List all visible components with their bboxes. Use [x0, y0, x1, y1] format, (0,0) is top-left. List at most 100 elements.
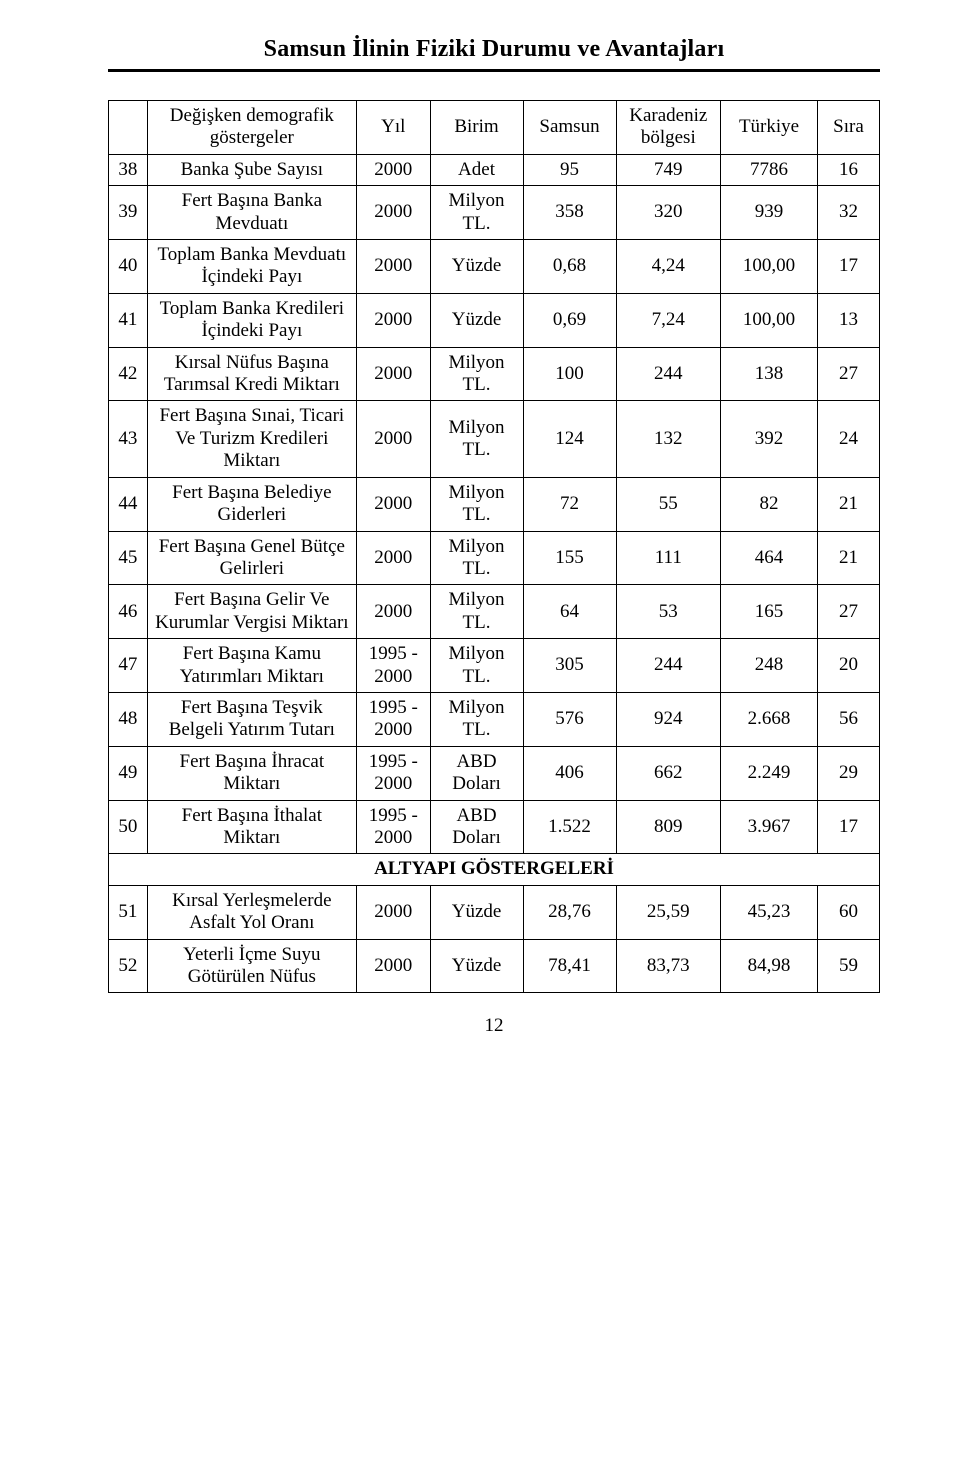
cell-idx: 43 — [109, 401, 148, 477]
cell-indicator: Fert Başına Genel Bütçe Gelirleri — [147, 531, 356, 585]
col-karadeniz-header: Karadeniz bölgesi — [616, 101, 721, 155]
cell-indicator: Fert Başına İhracat Miktarı — [147, 746, 356, 800]
cell-rank: 21 — [817, 531, 879, 585]
cell-turkiye: 939 — [721, 186, 818, 240]
cell-indicator: Fert Başına İthalat Miktarı — [147, 800, 356, 854]
cell-year: 1995 - 2000 — [356, 746, 430, 800]
cell-year: 2000 — [356, 293, 430, 347]
cell-karadeniz: 111 — [616, 531, 721, 585]
cell-turkiye: 2.668 — [721, 692, 818, 746]
table-row: 47Fert Başına Kamu Yatırımları Miktarı19… — [109, 639, 880, 693]
cell-karadeniz: 25,59 — [616, 885, 721, 939]
cell-year: 2000 — [356, 401, 430, 477]
cell-indicator: Fert Başına Gelir Ve Kurumlar Vergisi Mi… — [147, 585, 356, 639]
table-body: 38Banka Şube Sayısı2000Adet9574977861639… — [109, 154, 880, 993]
page-number: 12 — [108, 1015, 880, 1037]
cell-unit: Milyon TL. — [430, 186, 523, 240]
cell-turkiye: 82 — [721, 477, 818, 531]
cell-turkiye: 464 — [721, 531, 818, 585]
cell-unit: Yüzde — [430, 293, 523, 347]
cell-year: 2000 — [356, 477, 430, 531]
cell-turkiye: 3.967 — [721, 800, 818, 854]
cell-rank: 24 — [817, 401, 879, 477]
cell-unit: ABD Doları — [430, 746, 523, 800]
cell-turkiye: 248 — [721, 639, 818, 693]
col-indicator-header: Değişken demografik göstergeler — [147, 101, 356, 155]
table-row: 46Fert Başına Gelir Ve Kurumlar Vergisi … — [109, 585, 880, 639]
cell-unit: Milyon TL. — [430, 531, 523, 585]
cell-turkiye: 392 — [721, 401, 818, 477]
cell-rank: 60 — [817, 885, 879, 939]
document-page: Samsun İlinin Fiziki Durumu ve Avantajla… — [0, 0, 960, 1057]
cell-idx: 39 — [109, 186, 148, 240]
cell-unit: Milyon TL. — [430, 347, 523, 401]
table-row: 40Toplam Banka Mevduatı İçindeki Payı200… — [109, 240, 880, 294]
cell-year: 2000 — [356, 939, 430, 993]
cell-turkiye: 45,23 — [721, 885, 818, 939]
cell-samsun: 0,68 — [523, 240, 616, 294]
cell-indicator: Toplam Banka Mevduatı İçindeki Payı — [147, 240, 356, 294]
cell-turkiye: 84,98 — [721, 939, 818, 993]
cell-idx: 52 — [109, 939, 148, 993]
col-turkiye-header: Türkiye — [721, 101, 818, 155]
cell-unit: Yüzde — [430, 885, 523, 939]
cell-karadeniz: 809 — [616, 800, 721, 854]
cell-indicator: Fert Başına Kamu Yatırımları Miktarı — [147, 639, 356, 693]
col-unit-header: Birim — [430, 101, 523, 155]
cell-rank: 17 — [817, 240, 879, 294]
table-row: 52Yeterli İçme Suyu Götürülen Nüfus2000Y… — [109, 939, 880, 993]
cell-samsun: 1.522 — [523, 800, 616, 854]
cell-rank: 59 — [817, 939, 879, 993]
cell-idx: 45 — [109, 531, 148, 585]
cell-rank: 20 — [817, 639, 879, 693]
cell-idx: 41 — [109, 293, 148, 347]
cell-indicator: Toplam Banka Kredileri İçindeki Payı — [147, 293, 356, 347]
table-row: 39Fert Başına Banka Mevduatı2000Milyon T… — [109, 186, 880, 240]
table-row: 50Fert Başına İthalat Miktarı1995 - 2000… — [109, 800, 880, 854]
section-label: ALTYAPI GÖSTERGELERİ — [109, 854, 880, 885]
cell-karadeniz: 4,24 — [616, 240, 721, 294]
cell-unit: Yüzde — [430, 939, 523, 993]
cell-year: 2000 — [356, 585, 430, 639]
table-row: 42Kırsal Nüfus Başına Tarımsal Kredi Mik… — [109, 347, 880, 401]
cell-unit: Milyon TL. — [430, 639, 523, 693]
cell-samsun: 95 — [523, 154, 616, 185]
col-rank-header: Sıra — [817, 101, 879, 155]
cell-year: 1995 - 2000 — [356, 800, 430, 854]
cell-indicator: Fert Başına Sınai, Ticari Ve Turizm Kred… — [147, 401, 356, 477]
cell-idx: 49 — [109, 746, 148, 800]
cell-karadeniz: 749 — [616, 154, 721, 185]
cell-idx: 46 — [109, 585, 148, 639]
cell-year: 2000 — [356, 186, 430, 240]
cell-idx: 47 — [109, 639, 148, 693]
table-header-row: Değişken demografik göstergeler Yıl Biri… — [109, 101, 880, 155]
cell-karadeniz: 132 — [616, 401, 721, 477]
cell-year: 2000 — [356, 347, 430, 401]
cell-samsun: 28,76 — [523, 885, 616, 939]
cell-rank: 29 — [817, 746, 879, 800]
cell-turkiye: 7786 — [721, 154, 818, 185]
cell-indicator: Banka Şube Sayısı — [147, 154, 356, 185]
cell-turkiye: 165 — [721, 585, 818, 639]
cell-rank: 16 — [817, 154, 879, 185]
cell-rank: 17 — [817, 800, 879, 854]
section-row: ALTYAPI GÖSTERGELERİ — [109, 854, 880, 885]
table-header: Değişken demografik göstergeler Yıl Biri… — [109, 101, 880, 155]
cell-samsun: 358 — [523, 186, 616, 240]
cell-unit: Milyon TL. — [430, 692, 523, 746]
cell-samsun: 0,69 — [523, 293, 616, 347]
cell-rank: 56 — [817, 692, 879, 746]
cell-year: 2000 — [356, 154, 430, 185]
cell-year: 1995 - 2000 — [356, 692, 430, 746]
cell-turkiye: 100,00 — [721, 293, 818, 347]
indicators-table: Değişken demografik göstergeler Yıl Biri… — [108, 100, 880, 993]
cell-samsun: 72 — [523, 477, 616, 531]
cell-idx: 40 — [109, 240, 148, 294]
cell-turkiye: 2.249 — [721, 746, 818, 800]
cell-indicator: Fert Başına Teşvik Belgeli Yatırım Tutar… — [147, 692, 356, 746]
cell-karadeniz: 244 — [616, 639, 721, 693]
table-row: 43Fert Başına Sınai, Ticari Ve Turizm Kr… — [109, 401, 880, 477]
title-rule — [108, 69, 880, 72]
cell-idx: 38 — [109, 154, 148, 185]
cell-indicator: Fert Başına Belediye Giderleri — [147, 477, 356, 531]
